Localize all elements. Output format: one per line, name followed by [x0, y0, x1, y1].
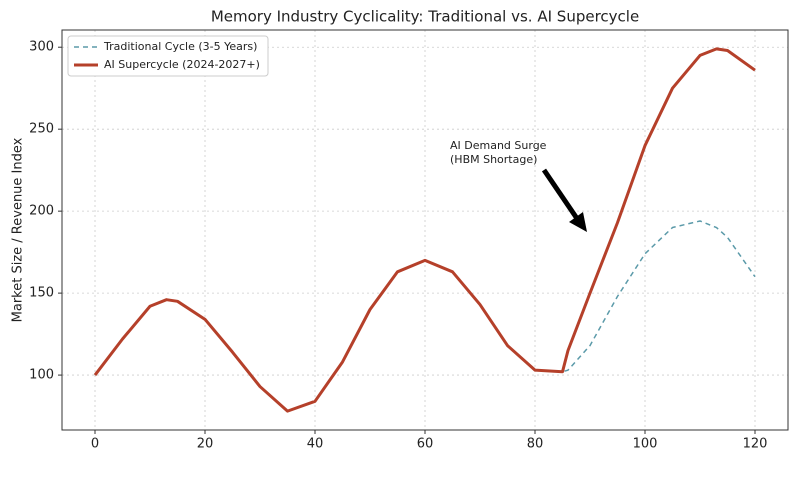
annotation-line: (HBM Shortage) — [450, 153, 537, 166]
y-tick-label: 250 — [29, 122, 54, 137]
y-axis-label: Market Size / Revenue Index — [11, 137, 26, 322]
y-tick-label: 150 — [29, 286, 54, 301]
chart-title: Memory Industry Cyclicality: Traditional… — [211, 8, 639, 26]
x-tick-label: 0 — [91, 437, 99, 452]
y-tick-label: 200 — [29, 204, 54, 219]
legend-label: Traditional Cycle (3-5 Years) — [103, 40, 257, 53]
x-tick-label: 120 — [743, 437, 768, 452]
x-tick-label: 40 — [307, 437, 324, 452]
series-line — [93, 47, 756, 413]
annotation-arrow — [541, 168, 581, 222]
series-line — [94, 220, 756, 412]
arrow-head — [569, 212, 587, 232]
legend-box — [67, 35, 269, 77]
x-tick-label: 100 — [633, 437, 658, 452]
y-tick-label: 300 — [29, 40, 54, 55]
x-tick-label: 60 — [417, 437, 434, 452]
y-tick-label: 100 — [29, 368, 54, 383]
legend-label: AI Supercycle (2024-2027+) — [104, 58, 260, 71]
x-tick-label: 20 — [197, 437, 214, 452]
x-tick-label: 80 — [527, 437, 544, 452]
annotation-line: AI Demand Surge — [450, 139, 547, 152]
annotation: AI Demand Surge (HBM Shortage) — [450, 139, 587, 232]
